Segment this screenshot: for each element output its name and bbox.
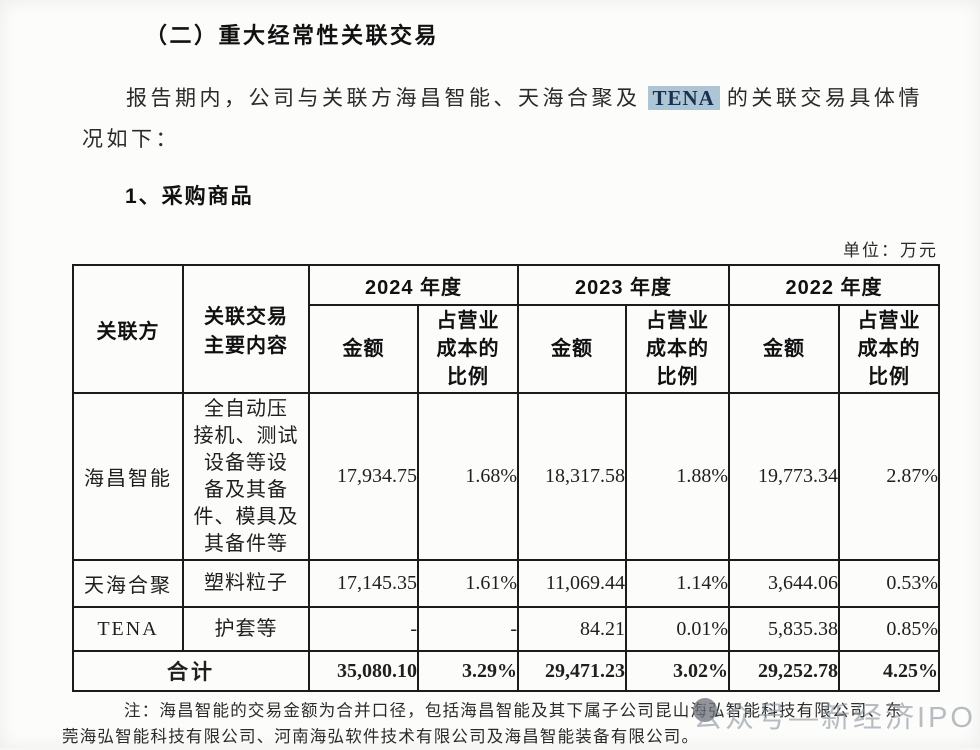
table-header-metrics: 金额 占营业 成本的 比例 金额 占营业 成本的 比例 金额 占营业 成本的 比…	[73, 304, 940, 394]
cell-2023-ratio: 1.88%	[625, 392, 730, 561]
total-2022-ratio: 4.25%	[838, 650, 940, 692]
cell-2023-ratio: 0.01%	[625, 606, 730, 652]
table-total-row: 合计 35,080.10 3.29% 29,471.23 3.02% 29,25…	[72, 650, 940, 692]
cell-2022-ratio: 2.87%	[838, 392, 940, 561]
cell-content: 护套等	[182, 606, 310, 652]
total-2023-ratio: 3.02%	[625, 650, 730, 692]
subsection-title: 1、采购商品	[125, 185, 254, 208]
header-amount-2024: 金额	[308, 304, 419, 394]
intro-paragraph: 报告期内，公司与关联方海昌智能、天海合聚及 TENA 的关联交易具体情 况如下：	[82, 78, 938, 160]
cell-content: 全自动压 接机、测试 设备等设 备及其备 件、模具及 其备件等	[182, 392, 310, 561]
related-transactions-table: 关联方 关联交易 主要内容 2024 年度 2023 年度 2022 年度 金额…	[72, 264, 940, 692]
paragraph-text-prefix: 报告期内，公司与关联方海昌智能、天海合聚及	[126, 86, 641, 110]
cell-2024-ratio: -	[417, 606, 519, 652]
cell-2023-amount: 11,069.44	[517, 559, 627, 608]
cell-2023-amount: 18,317.58	[517, 392, 627, 561]
header-year-2023: 2023 年度	[517, 264, 730, 306]
cell-2022-ratio: 0.85%	[838, 606, 940, 652]
table-row: 天海合聚 塑料粒子 17,145.35 1.61% 11,069.44 1.14…	[72, 559, 940, 608]
paragraph-text-suffix: 的关联交易具体情 况如下：	[82, 86, 923, 151]
header-related-party: 关联方	[72, 264, 184, 394]
cell-2023-ratio: 1.14%	[625, 559, 730, 608]
total-2022-amount: 29,252.78	[728, 650, 840, 692]
header-year-2022: 2022 年度	[728, 264, 940, 306]
header-ratio-2023: 占营业 成本的 比例	[625, 304, 730, 394]
cell-2024-ratio: 1.68%	[417, 392, 519, 561]
header-ratio-2024: 占营业 成本的 比例	[417, 304, 519, 394]
total-label: 合计	[72, 650, 310, 692]
footnote: 注：海昌智能的交易金额为合并口径，包括海昌智能及其下属子公司昆山海弘智能科技有限…	[62, 701, 903, 746]
cell-party: 海昌智能	[72, 392, 184, 561]
header-content: 关联交易 主要内容	[182, 264, 310, 394]
table-header-years: 关联方 关联交易 主要内容 2024 年度 2023 年度 2022 年度	[72, 264, 940, 394]
tena-highlight: TENA	[647, 86, 720, 110]
cell-party: TENA	[72, 606, 184, 652]
header-ratio-2022: 占营业 成本的 比例	[838, 304, 940, 394]
cell-2024-amount: 17,934.75	[308, 392, 419, 561]
header-amount-2022: 金额	[728, 304, 840, 394]
table-row: TENA 护套等 - - 84.21 0.01% 5,835.38 0.85%	[72, 606, 940, 652]
total-2024-amount: 35,080.10	[308, 650, 419, 692]
cell-2022-amount: 3,644.06	[728, 559, 840, 608]
total-2023-amount: 29,471.23	[517, 650, 627, 692]
header-year-2024: 2024 年度	[308, 264, 519, 306]
cell-2022-amount: 19,773.34	[728, 392, 840, 561]
unit-label: 单位：万元	[843, 241, 938, 260]
cell-content: 塑料粒子	[182, 559, 310, 608]
table-row: 海昌智能 全自动压 接机、测试 设备等设 备及其备 件、模具及 其备件等 17,…	[72, 392, 940, 561]
cell-2024-amount: 17,145.35	[308, 559, 419, 608]
cell-2023-amount: 84.21	[517, 606, 627, 652]
cell-2022-amount: 5,835.38	[728, 606, 840, 652]
cell-2024-amount: -	[308, 606, 419, 652]
section-title: （二）重大经常性关联交易	[145, 23, 440, 48]
header-amount-2023: 金额	[517, 304, 627, 394]
cell-2022-ratio: 0.53%	[838, 559, 940, 608]
cell-2024-ratio: 1.61%	[417, 559, 519, 608]
cell-party: 天海合聚	[72, 559, 184, 608]
total-2024-ratio: 3.29%	[417, 650, 519, 692]
